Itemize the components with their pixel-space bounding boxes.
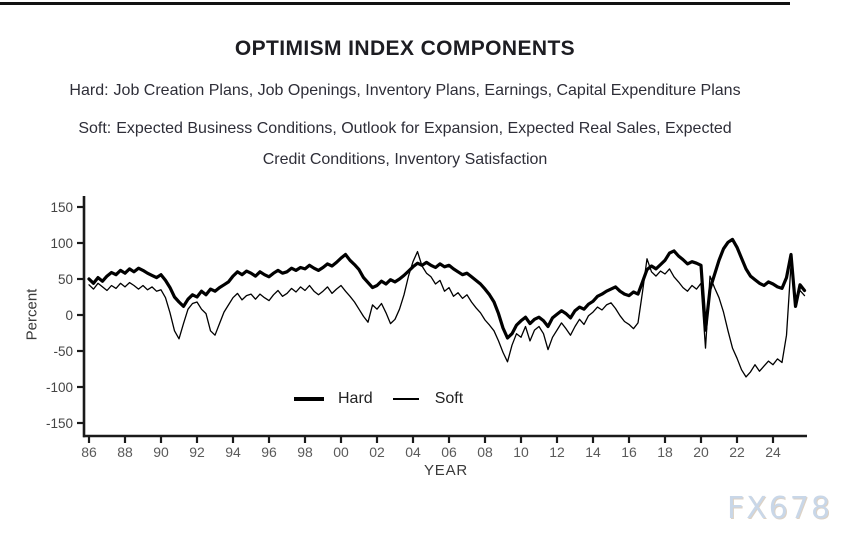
subtitle-soft-items-line2: Credit Conditions, Inventory Satisfactio… [262, 151, 548, 168]
x-tick-label: 14 [585, 444, 601, 460]
x-tick-label: 04 [405, 444, 421, 460]
legend-hard-line-swatch [294, 397, 324, 401]
subtitle-soft-label: Soft: [78, 120, 112, 137]
x-tick-label: 20 [693, 444, 709, 460]
x-tick-label: 08 [477, 444, 493, 460]
series-line-soft [88, 250, 806, 378]
x-tick-label: 00 [333, 444, 349, 460]
subtitle-soft: Soft: Expected Business Conditions, Outlo… [0, 113, 810, 175]
x-tick-label: 12 [549, 444, 565, 460]
x-tick-label: 24 [765, 444, 781, 460]
x-tick-label: 18 [657, 444, 673, 460]
x-tick-label: 92 [189, 444, 205, 460]
x-tick-label: 96 [261, 444, 277, 460]
y-tick-label: 150 [50, 200, 73, 215]
x-tick-label: 10 [513, 444, 529, 460]
y-tick-label: 100 [50, 236, 73, 251]
legend-soft-label: Soft [434, 390, 464, 407]
x-tick-label: 22 [729, 444, 745, 460]
top-rule [0, 2, 790, 5]
legend-hard-label: Hard [338, 390, 373, 407]
subtitle-hard-items: Job Creation Plans, Job Openings, Invent… [113, 82, 741, 99]
subtitle-hard: Hard: Job Creation Plans, Job Openings, I… [0, 82, 810, 100]
y-tick-label: -150 [46, 416, 73, 431]
x-tick-label: 90 [153, 444, 169, 460]
x-tick-label: 94 [225, 444, 241, 460]
y-tick-label: -50 [53, 344, 73, 359]
subtitle-soft-items-line1: Expected Business Conditions, Outlook fo… [116, 120, 732, 137]
y-tick-label: 50 [58, 272, 73, 287]
chart-legend: Hard Soft [294, 390, 463, 408]
x-tick-label: 16 [621, 444, 637, 460]
subtitle-hard-label: Hard: [69, 82, 109, 99]
x-axis-label: YEAR [423, 462, 469, 479]
watermark: FX678 [727, 491, 833, 526]
y-tick-label: 0 [65, 308, 73, 323]
chart-title: OPTIMISM INDEX COMPONENTS [234, 37, 576, 60]
x-tick-label: 06 [441, 444, 457, 460]
x-tick-label: 98 [297, 444, 313, 460]
legend-soft-line-swatch [392, 398, 419, 400]
x-tick-label: 02 [369, 444, 385, 460]
x-tick-label: 88 [117, 444, 133, 460]
x-tick-label: 86 [81, 444, 97, 460]
y-tick-label: -100 [46, 380, 73, 395]
series-line-hard [87, 237, 807, 340]
